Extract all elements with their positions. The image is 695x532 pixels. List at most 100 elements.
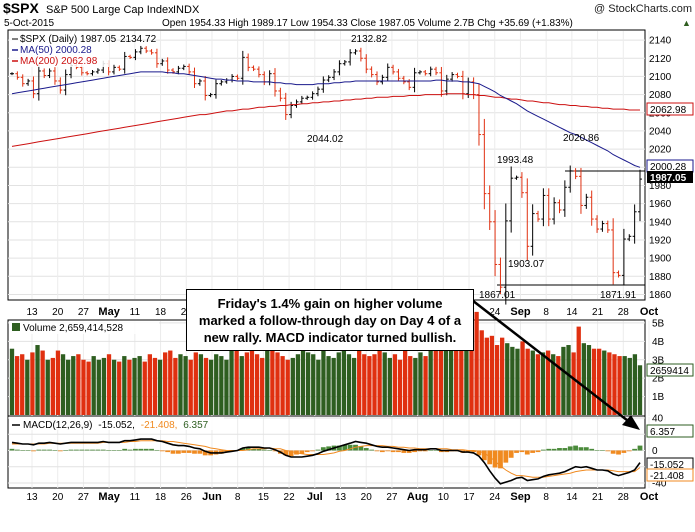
macd-hist-bar [122, 448, 128, 451]
x-axis-label: Jul [307, 491, 323, 503]
macd-hist-bar [224, 450, 230, 453]
x-axis-label: 11 [130, 307, 141, 318]
price-gridlines [8, 39, 645, 295]
macd-hist-bar [498, 450, 503, 469]
macd-label-prefix: MACD(12,26,9) [23, 420, 92, 431]
volume-bar [55, 350, 61, 415]
macd-hist-bar [14, 449, 20, 451]
x-axis-label: Sep [510, 491, 530, 503]
macd-axis-tick: 40 [652, 414, 664, 425]
legend-ma50: MA(50) 2000.28 [20, 45, 92, 56]
volume-bar [229, 348, 234, 415]
macd-hist-bar [57, 450, 63, 452]
x-axis-label: 24 [489, 307, 501, 318]
legend-price: $SPX (Daily) 1987.05 [20, 34, 117, 45]
volume-bar [566, 345, 571, 415]
volume-bar [423, 356, 428, 415]
macd-line [11, 438, 641, 485]
macd-label-value: -15.052, [98, 420, 135, 431]
callout-line-2: marked a follow-through day on Day 4 of … [198, 313, 462, 328]
volume-bar [91, 356, 96, 415]
volume-bar [469, 317, 474, 415]
volume-bar [81, 359, 86, 415]
macd-hist-bar [412, 450, 417, 453]
macd-hist-bar [143, 448, 149, 451]
macd-hist-bar [47, 449, 52, 451]
macd-hist-bar [524, 450, 530, 455]
volume-bar [208, 359, 214, 415]
volume-bar [285, 359, 290, 415]
annotation-low-sep2: 1871.91 [600, 290, 637, 301]
macd-hist-bar [116, 450, 122, 451]
x-axis-label: 13 [335, 492, 347, 503]
macd-hist-bar [578, 447, 584, 451]
macd-hist-bar [589, 448, 595, 451]
volume-bar [387, 357, 392, 415]
macd-hist-bar [79, 449, 85, 451]
macd-hist-bar [390, 450, 396, 453]
callout-arrow-head [622, 415, 640, 430]
volume-bar [474, 311, 479, 415]
volume-bar [178, 354, 183, 415]
volume-bar [157, 359, 163, 415]
volume-axis-tick: 1B [652, 392, 665, 403]
volume-bar [142, 361, 147, 415]
volume-label: Volume 2,659,414,528 [23, 323, 124, 334]
x-axis-label: Oct [640, 306, 659, 318]
macd-hist-bar [267, 450, 273, 451]
x-axis-label: 27 [386, 492, 398, 503]
macd-hist-bar [326, 446, 332, 451]
volume-bar [479, 330, 484, 415]
volume-bar [438, 343, 444, 415]
x-axis-label: 14 [566, 307, 578, 318]
volume-bar [433, 350, 438, 415]
volume-bar [637, 365, 643, 415]
volume-bar [106, 354, 112, 415]
volume-bar [367, 356, 372, 415]
ticker-exchange: INDX [173, 4, 200, 16]
volume-bar [219, 356, 224, 415]
flag-ma200-box [646, 102, 694, 116]
macd-hist-bar [261, 449, 267, 451]
volume-bar [117, 361, 122, 415]
volume-bar [249, 346, 255, 415]
volume-bar [86, 361, 91, 415]
price-axis-tick: 1860 [649, 290, 672, 301]
volume-bar [265, 345, 270, 415]
flag-macd: -15.052 [650, 460, 684, 471]
price-axis-tick: 1960 [649, 199, 672, 210]
macd-hist-bar [508, 450, 514, 458]
volume-bar [270, 348, 275, 415]
volume-bar [561, 346, 566, 415]
x-axis-label: 28 [618, 492, 630, 503]
price-axis-tick: 1900 [649, 254, 672, 265]
macd-label-bg [9, 417, 224, 430]
legend-ma200: MA(200) 2062.98 [20, 56, 98, 67]
x-axis-label: 20 [52, 307, 64, 318]
macd-hist-bar [540, 449, 546, 451]
volume-label-bg [9, 321, 159, 334]
volume-bar [183, 356, 188, 415]
x-axis-label: 20 [361, 492, 373, 503]
x-axis-label: 8 [235, 492, 241, 503]
price-axis-tick: 2140 [649, 36, 672, 47]
volume-bar [111, 359, 117, 415]
volume-bar [622, 356, 627, 415]
volume-bar [499, 337, 505, 415]
volume-bar [326, 356, 331, 415]
volume-bar [76, 354, 81, 415]
macd-hist-bar [610, 450, 616, 454]
macd-hist-bar [337, 445, 342, 451]
volume-bar [346, 354, 352, 415]
flag-signal-box [646, 468, 694, 482]
x-axis-label: Sep [510, 306, 530, 318]
x-axis-label: 10 [438, 492, 450, 503]
price-axis-tick: 1980 [649, 181, 672, 192]
volume-bar [510, 346, 515, 415]
macd-hist-bar [342, 444, 348, 451]
price-axis-tick: 1920 [649, 235, 672, 246]
volume-bar [448, 341, 454, 415]
volume-bar [173, 357, 178, 415]
